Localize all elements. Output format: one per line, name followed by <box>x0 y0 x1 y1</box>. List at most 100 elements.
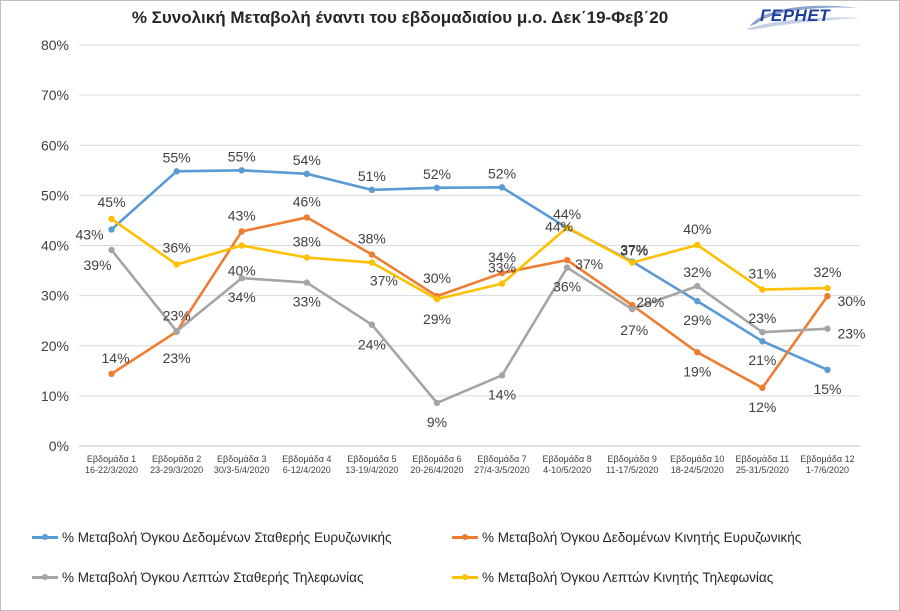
series-1-data-label: 43% <box>76 226 104 242</box>
series-4-point <box>694 241 701 249</box>
x-tick-label-week: Εβδομάδα 11 <box>736 454 790 464</box>
series-2-point <box>759 384 766 392</box>
y-tick-label: 40% <box>41 238 69 254</box>
series-1-point <box>694 297 701 305</box>
series-1-data-label: 52% <box>488 165 516 181</box>
series-1-data-label: 29% <box>683 312 711 328</box>
series-2-data-label: 34% <box>488 249 516 265</box>
series-3-point <box>629 305 636 313</box>
series-1-data-label: 37% <box>620 242 648 258</box>
series-3-data-label: 9% <box>427 414 447 430</box>
y-tick-label: 10% <box>41 388 69 404</box>
legend: % Μεταβολή Όγκου Δεδομένων Σταθερής Ευρυ… <box>32 527 872 597</box>
series-4-data-label: 32% <box>813 264 841 280</box>
x-tick-label-week: Εβδομάδα 12 <box>800 454 854 464</box>
series-3-point <box>108 246 115 254</box>
series-4-data-label: 40% <box>683 221 711 237</box>
series-4-point <box>238 242 245 249</box>
x-tick-label-dates: 23-29/3/2020 <box>150 465 203 475</box>
y-tick-label: 80% <box>41 37 69 53</box>
series-3-data-label: 23% <box>163 350 191 366</box>
series-4-data-label: 45% <box>98 194 126 210</box>
series-1-data-label: 54% <box>293 152 321 168</box>
series-1-data-label: 51% <box>358 168 386 184</box>
series-4-point <box>824 284 831 292</box>
series-1-data-label: 52% <box>423 166 451 182</box>
series-3-point <box>368 321 376 328</box>
series-3-point <box>694 282 701 290</box>
series-3-point <box>824 325 831 332</box>
series-3-data-label: 27% <box>620 322 648 338</box>
series-3-point <box>759 329 766 336</box>
series-2-point <box>303 214 310 221</box>
series-1-point <box>368 186 376 194</box>
series-3-point <box>173 328 180 335</box>
series-2-data-label: 43% <box>228 207 256 223</box>
series-line-4 <box>110 217 828 301</box>
series-4-data-label: 37% <box>620 243 648 259</box>
legend-item-1: % Μεταβολή Όγκου Δεδομένων Σταθερής Ευρυ… <box>32 527 392 547</box>
series-4-data-label: 40% <box>228 263 256 279</box>
series-4-data-label: 37% <box>370 273 398 289</box>
y-tick-label: 0% <box>49 438 69 454</box>
series-4-data-label: 38% <box>293 234 321 250</box>
series-3-point <box>238 274 245 282</box>
y-tick-label: 60% <box>41 137 69 153</box>
series-1-point <box>759 338 766 345</box>
series-4-point <box>108 215 115 223</box>
series-4-data-label: 31% <box>748 266 776 282</box>
series-4-point <box>563 224 571 231</box>
series-2-data-label: 46% <box>293 193 321 209</box>
series-2-data-label: 30% <box>423 270 451 286</box>
x-tick-label-dates: 6-12/4/2020 <box>283 465 331 475</box>
series-2-data-label: 19% <box>683 363 711 379</box>
series-3-data-label: 32% <box>683 264 711 280</box>
x-tick-label-week: Εβδομάδα 2 <box>152 454 201 464</box>
logo-text: ΓΕΡΗΕΤ <box>760 6 831 25</box>
legend-swatch-icon <box>452 531 478 543</box>
series-2-data-label: 23% <box>163 308 191 324</box>
series-1-point <box>498 184 506 191</box>
series-3-data-label: 23% <box>837 326 865 342</box>
legend-label: % Μεταβολή Όγκου Δεδομένων Κινητής Ευρυζ… <box>482 529 802 545</box>
series-1-data-label: 15% <box>813 381 841 397</box>
series-4-data-label: 36% <box>163 240 191 256</box>
x-tick-label-dates: 27/4-3/5/2020 <box>474 465 530 475</box>
x-tick-label-dates: 13-19/4/2020 <box>345 465 398 475</box>
series-3-point <box>433 399 441 407</box>
series-line-1 <box>110 169 828 372</box>
series-1-point <box>303 170 310 178</box>
series-1-point <box>433 184 441 192</box>
series-4-point <box>759 286 766 293</box>
series-3-point <box>563 264 571 271</box>
series-3-data-label: 39% <box>84 257 112 273</box>
series-2-data-label: 12% <box>748 399 776 415</box>
legend-swatch-icon <box>32 571 58 583</box>
x-tick-label-dates: 30/3-5/4/2020 <box>214 465 270 475</box>
logo: ΓΕΡΗΕΤ <box>742 2 862 32</box>
series-3-data-label: 23% <box>748 310 776 326</box>
series-1-data-label: 44% <box>553 206 581 222</box>
series-1-point <box>238 167 245 174</box>
x-tick-label-dates: 11-17/5/2020 <box>606 465 658 475</box>
series-1-data-label: 55% <box>228 148 256 164</box>
series-2-data-label: 28% <box>636 294 664 310</box>
series-3-point <box>498 372 506 379</box>
x-tick-label-week: Εβδομάδα 5 <box>347 454 396 464</box>
series-2-point <box>238 228 245 235</box>
series-3-data-label: 36% <box>553 279 581 295</box>
series-4-data-label: 29% <box>423 311 451 327</box>
series-3-point <box>303 279 310 286</box>
legend-label: % Μεταβολή Όγκου Δεδομένων Σταθερής Ευρυ… <box>62 529 392 545</box>
x-tick-label-week: Εβδομάδα 6 <box>412 454 461 464</box>
series-4-point <box>629 259 636 266</box>
series-4-point <box>173 261 180 268</box>
y-tick-label: 30% <box>41 288 69 304</box>
series-4-point <box>368 259 376 266</box>
x-tick-label-week: Εβδομάδα 8 <box>542 454 591 464</box>
series-2-point <box>563 256 571 264</box>
legend-swatch-icon <box>452 571 478 583</box>
y-tick-label: 70% <box>41 87 69 103</box>
series-2-point <box>694 349 701 356</box>
x-tick-label-week: Εβδομάδα 9 <box>608 454 657 464</box>
